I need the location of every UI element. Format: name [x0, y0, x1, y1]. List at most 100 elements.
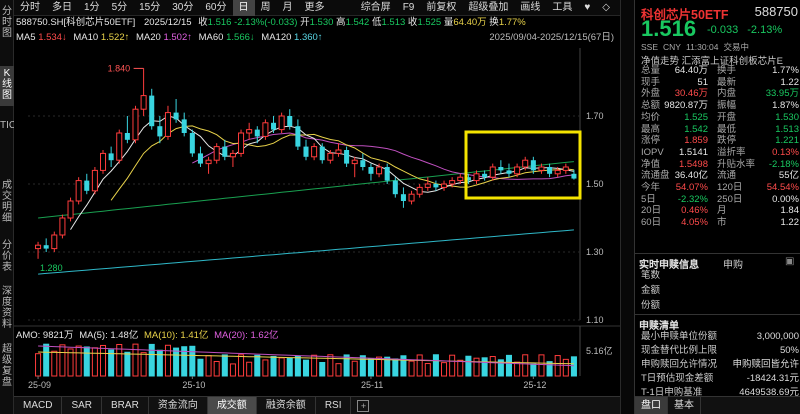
candle-body [482, 173, 488, 178]
period-tab-10[interactable]: 更多 [304, 1, 325, 13]
redemption-list-row: T-1日申购基准 4649538.69元 [641, 387, 799, 399]
candle-body [400, 194, 406, 201]
volume-bar [538, 354, 545, 377]
volume-bar [148, 343, 155, 377]
panel-row-label: 120日 [717, 182, 743, 193]
indicator-tab-6[interactable]: RSI [316, 397, 352, 414]
panel-row-label: 升贴水率 [717, 158, 756, 170]
toolbar-tool-1[interactable]: F9 [402, 2, 415, 13]
panel-row-value: 4.05% [681, 217, 708, 229]
indicator-tab-2[interactable]: BRAR [102, 397, 149, 414]
dropdown-icon[interactable]: ▣ [785, 256, 795, 267]
toolbar-tool-4[interactable]: 画线 [520, 2, 541, 13]
quote-info-line: 588750.SH[科创芯片50ETF] 2025/12/15 收1.516 -… [16, 17, 526, 28]
sidebar-item-3[interactable]: 成交明细 [2, 180, 12, 224]
indicator-tabs: MACD SAR BRAR 资金流向 成交额 融资余额 RSI + [14, 396, 620, 414]
sidebar-item-4[interactable]: 分价表 [2, 240, 12, 273]
volume-bar [197, 358, 204, 377]
toolbar-tool-3[interactable]: 超级叠加 [468, 2, 509, 13]
candle-body [205, 159, 212, 165]
panel-tab-0[interactable]: 盘口 [635, 397, 668, 414]
volume-bar [132, 343, 139, 377]
volume-bar [286, 357, 293, 377]
panel-row: 最高 1.542 最低 1.513 [641, 124, 799, 136]
candle-body [554, 169, 561, 175]
volume-bar [367, 358, 374, 377]
candle-body [246, 129, 253, 134]
panel-row: 20日 0.46% 月 1.84 [641, 205, 799, 217]
volume-bar [351, 360, 358, 377]
sidebar-item-0[interactable]: 分时图 [2, 6, 12, 39]
period-tab-0[interactable]: 分时 [20, 1, 40, 13]
x-tick-label: 25-10 [182, 380, 205, 390]
redemption-row-label: 笔数 [641, 270, 661, 281]
volume-bar [522, 354, 529, 377]
volume-bar [416, 354, 423, 377]
period-tab-3[interactable]: 5分 [111, 1, 128, 13]
panel-row-value: 54.54% [766, 182, 799, 193]
last-value: 1.525 [417, 17, 442, 28]
indicator-tab-5[interactable]: 融资余额 [257, 397, 316, 414]
period-tab-9[interactable]: 月 [282, 1, 293, 13]
panel-row: 涨停 1.859 跌停 1.221 [641, 135, 799, 147]
panel-row-label: 流通 [717, 170, 737, 182]
volume-bar [497, 359, 504, 377]
candle-body [181, 119, 187, 133]
indicator-tab-0[interactable]: MACD [14, 397, 63, 414]
add-indicator-icon[interactable]: + [357, 399, 370, 412]
sidebar-item-5[interactable]: 深度资料 [2, 286, 12, 330]
period-tab-8[interactable]: 周 [260, 1, 271, 13]
toolbar-tool-0[interactable]: 综合屏 [360, 2, 391, 13]
toolbar-tool-7[interactable]: ◇ [602, 2, 610, 13]
volume-bar [181, 346, 188, 377]
period-tab-4[interactable]: 15分 [139, 1, 161, 13]
candle-body [75, 180, 82, 202]
panel-row-label: 总额 [641, 100, 661, 112]
kline-chart[interactable]: 1.70 1.50 1.30 1.10 1.840 1.280 5.16亿 25-09 25-1… [14, 44, 620, 396]
volume-bar [116, 343, 123, 377]
turnover-value: 1.77% [498, 17, 526, 28]
panel-row-value: 1.221 [775, 135, 799, 147]
sidebar-item-6[interactable]: 超级复盘 [2, 344, 12, 388]
panel-tab-1[interactable]: 基本 [668, 397, 701, 414]
period-tab-2[interactable]: 1分 [84, 1, 100, 13]
candle-body [368, 167, 374, 174]
toolbar-tool-2[interactable]: 前复权 [426, 2, 457, 13]
volume-bar [294, 355, 301, 377]
candle-body [465, 177, 471, 181]
sidebar-item-1[interactable]: K线图 [0, 66, 14, 106]
volume-bar [473, 357, 480, 377]
period-tab-1[interactable]: 多日 [52, 1, 72, 13]
redemption-row: 金额 [641, 285, 799, 297]
panel-row: 均价 1.525 开盘 1.530 [641, 112, 799, 124]
panel-row-label: 溢折率 [717, 146, 746, 158]
panel-row: 现手 51 最新 1.22 [641, 77, 799, 89]
amo-ma20-value: 1.62亿 [250, 330, 279, 341]
candle-body [489, 166, 496, 178]
realtime-redemption-title: 实时申赎信息 [639, 260, 699, 271]
indicator-tab-1[interactable]: SAR [62, 397, 103, 414]
volume-bar [400, 355, 407, 377]
candle-body [319, 146, 325, 161]
indicator-tab-4[interactable]: 成交额 [207, 397, 257, 414]
panel-row-value: 1.5498 [678, 158, 708, 170]
candle-body [449, 180, 456, 185]
period-tab-7[interactable]: 日 [232, 0, 255, 16]
toolbar-tool-6[interactable]: ♥ [584, 2, 591, 13]
indicator-tab-3[interactable]: 资金流向 [149, 397, 208, 414]
period-tab-5[interactable]: 30分 [172, 1, 194, 13]
panel-row-label: 最新 [717, 76, 737, 88]
security-code: 588750.SH[科创芯片50ETF] [16, 17, 136, 28]
candle-body [344, 150, 350, 164]
volume-bar [489, 356, 496, 377]
volume-bar [67, 348, 74, 377]
volume-max-label: 5.16亿 [586, 345, 613, 356]
candle-body [303, 146, 309, 157]
panel-row: 外盘 30.46万 内盘 33.95万 [641, 88, 799, 100]
candle-body [99, 152, 107, 171]
period-tab-6[interactable]: 60分 [205, 1, 227, 13]
toolbar-tool-5[interactable]: 工具 [552, 2, 573, 13]
panel-divider [620, 0, 634, 414]
sidebar-item-2[interactable]: TICK [0, 120, 23, 131]
volume-bar [205, 355, 212, 377]
